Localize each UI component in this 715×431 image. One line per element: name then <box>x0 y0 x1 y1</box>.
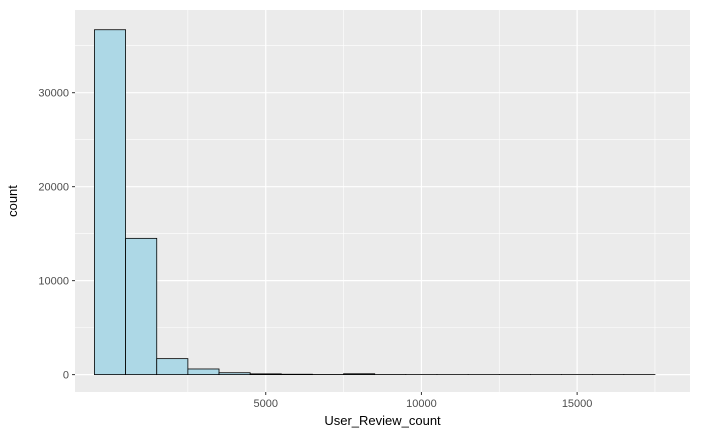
histogram-bar <box>125 237 158 376</box>
x-tick-label: 5000 <box>253 398 277 410</box>
y-tick-label: 30000 <box>38 88 69 100</box>
x-tick-label: 10000 <box>406 398 437 410</box>
histogram-bar <box>156 358 189 376</box>
histogram-bar <box>187 368 220 376</box>
x-axis-title: User_Review_count <box>324 413 441 428</box>
histogram-bar <box>249 373 282 376</box>
histogram-bar <box>343 373 376 376</box>
y-axis: 0 10000 20000 30000 <box>38 88 75 382</box>
y-tick-label: 10000 <box>38 276 69 288</box>
y-axis-title: count <box>5 185 20 217</box>
grid-minor <box>75 10 690 392</box>
y-tick-label: 20000 <box>38 182 69 194</box>
histogram-bar <box>218 372 251 376</box>
x-tick-label: 15000 <box>562 398 593 410</box>
histogram-bars <box>94 29 656 376</box>
y-tick-label: 0 <box>63 370 69 382</box>
histogram-bar <box>94 29 127 376</box>
plot-panel <box>75 10 690 392</box>
x-axis: 5000 10000 15000 <box>253 392 592 410</box>
